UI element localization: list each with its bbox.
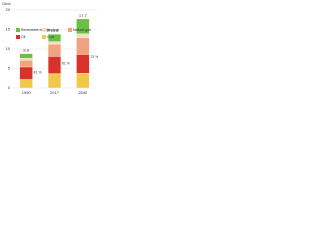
bar-segment — [19, 58, 33, 61]
legend-label: Nuclear — [47, 28, 60, 32]
legend-swatch — [42, 35, 46, 39]
bar-segment — [47, 56, 62, 74]
y-axis-label: Gtoe — [2, 1, 11, 6]
bar-segment — [76, 73, 90, 89]
bar-segment — [19, 53, 33, 59]
legend-label: Coal — [47, 35, 54, 39]
bar-segment — [19, 66, 33, 80]
legend-swatch — [42, 28, 46, 32]
share-label: 81 % — [62, 62, 70, 66]
y-tick-label: 10 — [6, 46, 11, 51]
legend-swatch — [16, 35, 20, 39]
bar-segment — [76, 54, 90, 74]
total-label: 17.7 — [79, 13, 88, 18]
y-tick-label: 0 — [8, 85, 11, 90]
bar-segment — [19, 60, 33, 68]
bar-segment — [19, 79, 33, 89]
x-tick-label: 2040 — [78, 90, 88, 95]
chart: Gtoe 0 5 10 15 20 1990 8.8 81 % 2017 13.8 81 % 2040… — [2, 1, 98, 95]
y-tick-label: 15 — [6, 27, 11, 32]
share-label: 81 % — [34, 70, 42, 74]
total-label: 13.8 — [51, 28, 60, 33]
share-label: 73 % — [90, 55, 98, 59]
x-tick-label: 1990 — [22, 90, 32, 95]
legend-label: Natural gas — [73, 28, 91, 32]
bar-segment — [76, 18, 90, 34]
bar-segment — [76, 33, 90, 38]
bar-segment — [47, 41, 62, 45]
bar-segment — [76, 37, 90, 55]
bar-segment — [47, 34, 62, 42]
bar-segment — [47, 73, 62, 89]
legend-swatch — [16, 28, 20, 32]
legend-label: Renewable energy — [21, 28, 50, 32]
total-label: 8.8 — [23, 48, 29, 53]
legend-swatch — [68, 28, 72, 32]
legend-label: Oil — [21, 35, 26, 39]
y-tick-label: 20 — [6, 7, 11, 12]
x-tick-label: 2017 — [50, 90, 60, 95]
bar-segment — [47, 44, 62, 57]
y-tick-label: 5 — [8, 66, 11, 71]
